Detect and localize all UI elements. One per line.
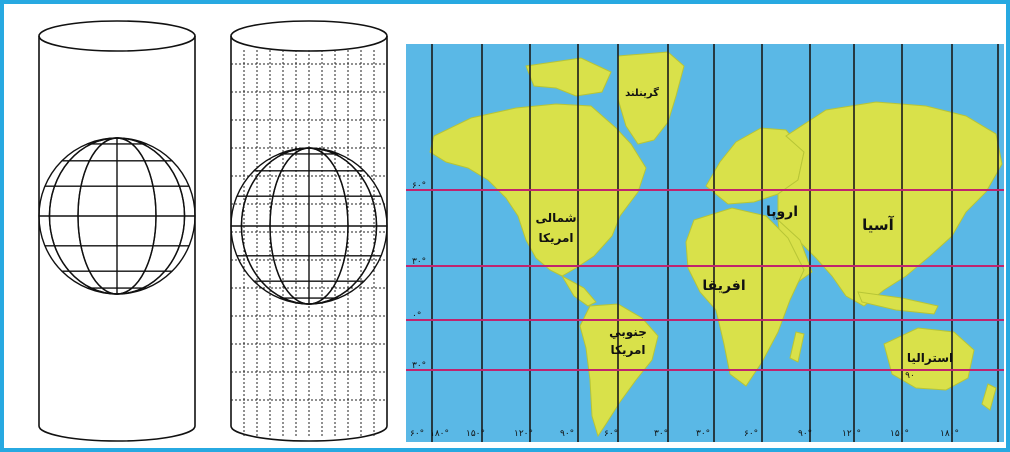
label-north-america-1: شمالی: [536, 211, 577, 225]
meridians: [431, 44, 999, 442]
longitude-tick-label: ۱۲۰°: [842, 429, 861, 439]
longitude-tick-label: ۱۲۰°: [514, 429, 533, 439]
parallels: [406, 189, 1004, 371]
longitude-labels: ۶۰° ۱۸۰° ۱۵۰° ۱۲۰° ۹۰° ۶۰° ۳۰° ۳۰° ۶۰° ۹۰° ۱۲۰° ۱۵۰…: [410, 429, 959, 439]
latitude-tick-label: ۳۰°: [412, 361, 426, 371]
latitude-tick-label: ۰°: [412, 311, 421, 321]
africa-land: [685, 207, 805, 387]
label-south-america-1: جنوبي: [609, 325, 647, 340]
new-zealand-land: [981, 383, 997, 411]
central-america-land: [560, 274, 597, 307]
label-africa: افریقا: [702, 278, 745, 294]
madagascar-land: [789, 331, 805, 363]
longitude-tick-label: ۹۰°: [798, 429, 812, 439]
globe-left: [38, 137, 196, 295]
longitude-tick-label: ۶۰°: [744, 429, 758, 439]
longitude-tick-label: ۶۰°: [410, 429, 424, 439]
label-australia-sub: ۹۰: [905, 371, 915, 381]
label-europe: اروپا: [766, 204, 798, 220]
globe-right: [230, 147, 388, 305]
label-asia: آسیا: [862, 216, 895, 234]
longitude-tick-label: ۱۵۰°: [466, 429, 485, 439]
longitude-tick-label: ۳۰°: [696, 429, 710, 439]
label-north-america-2: امریکا: [539, 231, 574, 245]
longitude-tick-label: ۹۰°: [560, 429, 574, 439]
longitude-tick-label: ۱۸۰°: [940, 429, 959, 439]
mercator-map: گرینلند شمالی امریکا اروپا آسیا افریقا ج…: [406, 44, 1004, 442]
figure-frame: گرینلند شمالی امریکا اروپا آسیا افریقا ج…: [4, 4, 1006, 448]
longitude-tick-label: ۳۰°: [654, 429, 668, 439]
longitude-tick-label: ۱۸۰°: [430, 429, 449, 439]
latitude-labels: ۶۰° ۳۰° ۰° ۳۰°: [412, 181, 426, 371]
label-australia: استراليا: [907, 351, 953, 365]
latitude-tick-label: ۶۰°: [412, 181, 426, 191]
plain-cylinder: [38, 20, 196, 442]
label-greenland: گرینلند: [625, 86, 659, 99]
longitude-tick-label: ۶۰°: [604, 429, 618, 439]
label-south-america-2: امریکا: [611, 343, 646, 357]
arctic-islands-land: [525, 57, 612, 97]
cylinder-illustrations: [38, 20, 388, 442]
longitude-tick-label: ۱۵۰°: [890, 429, 909, 439]
latitude-tick-label: ۳۰°: [412, 257, 426, 267]
